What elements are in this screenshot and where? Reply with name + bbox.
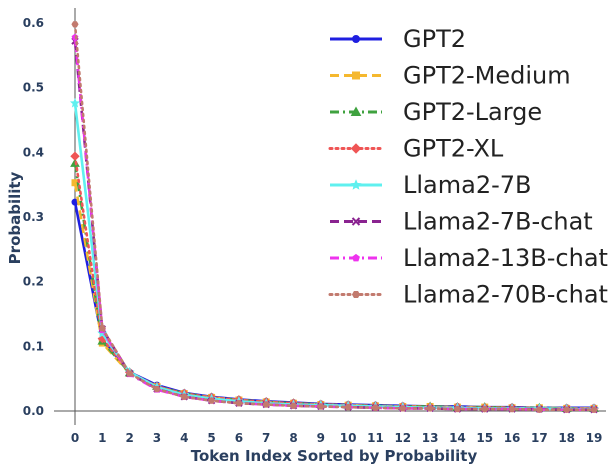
legend-label: GPT2-Medium — [403, 62, 571, 90]
series-line — [73, 37, 594, 412]
data-point — [180, 393, 188, 400]
data-point — [535, 406, 543, 413]
data-point — [208, 397, 216, 404]
x-tick-label: 5 — [207, 431, 215, 445]
x-tick-label: 13 — [422, 431, 439, 445]
y-tick-label: 0.3 — [23, 210, 44, 224]
x-tick-label: 15 — [476, 431, 493, 445]
legend-item: GPT2 — [330, 25, 466, 53]
legend-marker — [351, 217, 361, 226]
legend-label: Llama2-13B-chat — [403, 244, 608, 272]
data-point — [235, 400, 243, 407]
data-point — [344, 404, 352, 411]
data-point — [71, 21, 79, 28]
x-tick-label: 8 — [289, 431, 297, 445]
legend-marker — [350, 106, 362, 116]
data-point — [453, 405, 461, 413]
x-tick-label: 7 — [262, 431, 270, 445]
data-point — [426, 405, 434, 412]
legend-marker — [350, 179, 362, 190]
legend-item: Llama2-7B — [330, 171, 532, 199]
data-point — [126, 370, 134, 377]
legend-label: Llama2-70B-chat — [403, 281, 608, 309]
x-tick-label: 0 — [71, 431, 79, 445]
y-tick-label: 0.1 — [23, 339, 44, 353]
legend-marker — [352, 253, 360, 262]
x-axis-ticks: 0 1 2 3 4 5 6 7 8 9 10 11 12 13 14 15 16 17 18 19 — [71, 431, 603, 445]
data-point — [289, 402, 298, 409]
x-tick-label: 12 — [394, 431, 411, 445]
x-tick-label: 11 — [367, 431, 384, 445]
legend-marker — [352, 35, 360, 43]
legend: GPT2 GPT2-Medium GPT2-Large GPT2-XL Llama2-7… — [328, 25, 608, 309]
x-tick-label: 4 — [180, 431, 188, 445]
x-tick-label: 16 — [504, 431, 521, 445]
legend-label: GPT2 — [403, 25, 466, 53]
y-tick-label: 0.6 — [23, 16, 44, 30]
y-tick-label: 0.5 — [23, 81, 44, 95]
x-tick-label: 2 — [125, 431, 133, 445]
x-tick-label: 10 — [340, 431, 357, 445]
legend-marker — [351, 290, 361, 299]
data-point — [98, 325, 106, 332]
x-tick-label: 3 — [153, 431, 161, 445]
y-tick-label: 0.4 — [23, 145, 44, 159]
legend-item: GPT2-Large — [330, 98, 542, 126]
data-point — [371, 404, 380, 411]
x-tick-label: 9 — [317, 431, 325, 445]
x-tick-label: 19 — [586, 431, 603, 445]
x-tick-label: 6 — [235, 431, 243, 445]
data-point — [563, 406, 571, 413]
data-point — [70, 151, 80, 161]
x-tick-label: 14 — [449, 431, 466, 445]
y-axis-ticks: 0.0 0.1 0.2 0.3 0.4 0.5 0.6 — [23, 16, 44, 418]
legend-label: GPT2-XL — [403, 135, 504, 163]
legend-label: Llama2-7B — [403, 171, 532, 199]
data-point — [399, 405, 407, 412]
x-tick-label: 1 — [98, 431, 106, 445]
legend-marker — [350, 143, 362, 154]
y-tick-label: 0.0 — [23, 404, 44, 418]
legend-item: Llama2-7B-chat — [330, 208, 593, 236]
y-tick-label: 0.2 — [23, 275, 44, 289]
x-axis-title: Token Index Sorted by Probability — [191, 447, 478, 465]
y-axis-title: Probability — [6, 171, 24, 264]
legend-item: Llama2-13B-chat — [330, 244, 608, 272]
data-point — [590, 406, 598, 413]
series-llama2-70b-chat — [71, 21, 598, 413]
data-point — [481, 405, 489, 413]
data-point — [153, 385, 161, 393]
data-point — [262, 401, 270, 408]
data-point — [69, 97, 81, 108]
legend-item: Llama2-70B-chat — [328, 281, 608, 309]
legend-item: GPT2-Medium — [330, 62, 571, 90]
data-point — [317, 403, 325, 410]
series-lines — [69, 21, 600, 414]
x-tick-label: 18 — [558, 431, 575, 445]
legend-item: GPT2-XL — [328, 135, 504, 163]
legend-label: GPT2-Large — [403, 98, 542, 126]
legend-marker — [352, 71, 360, 80]
legend-label: Llama2-7B-chat — [403, 208, 593, 236]
x-tick-label: 17 — [531, 431, 548, 445]
data-point — [508, 405, 516, 413]
